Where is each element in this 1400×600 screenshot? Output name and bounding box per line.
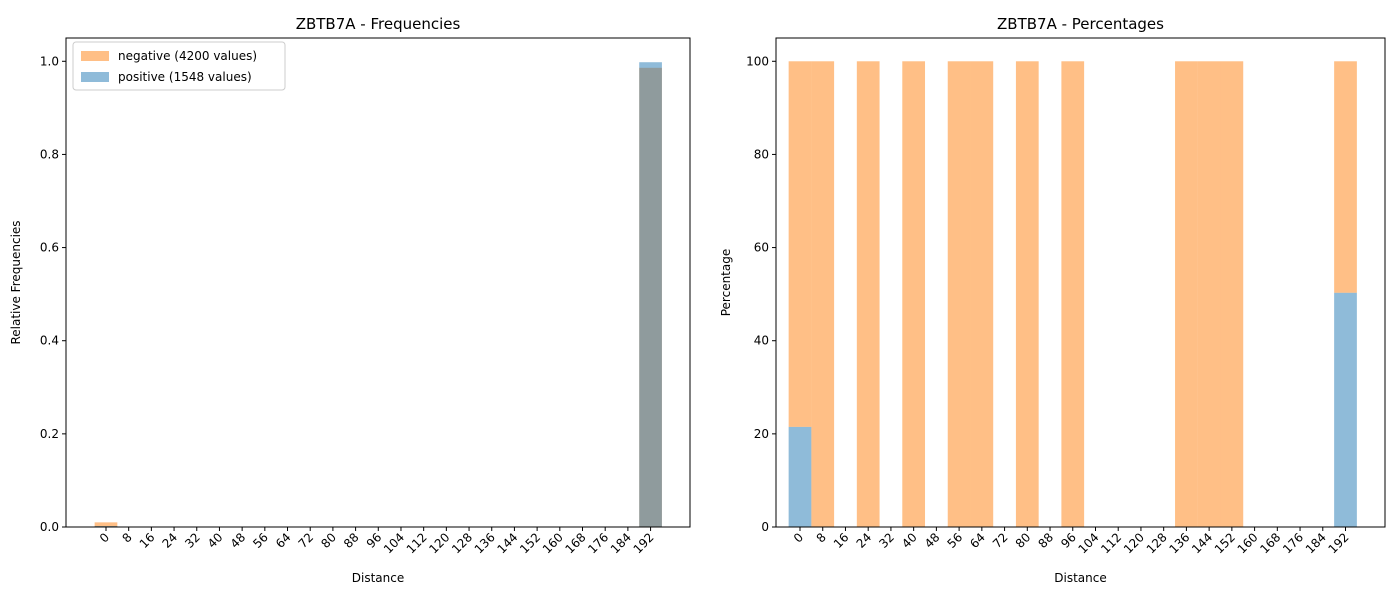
x-tick-label: 72 (990, 530, 1011, 551)
x-tick-label: 32 (182, 530, 203, 551)
x-tick-label: 168 (563, 530, 589, 556)
x-tick-label: 40 (899, 530, 920, 551)
bar (856, 61, 880, 528)
y-tick-label: 0.4 (40, 334, 59, 348)
x-tick-label: 184 (608, 530, 634, 556)
y-tick-label: 1.0 (40, 54, 59, 68)
x-tick-label: 120 (1121, 530, 1147, 556)
x-tick-label: 16 (831, 530, 852, 551)
bar (1197, 61, 1221, 528)
y-tick-label: 0 (761, 520, 769, 534)
axes-frame (775, 37, 1386, 528)
bar (1175, 61, 1198, 528)
x-tick-label: 120 (426, 530, 452, 556)
y-tick-label: 60 (754, 241, 769, 255)
y-tick-label: 80 (754, 147, 769, 161)
plot-area (788, 61, 1357, 528)
bar (788, 61, 812, 427)
x-tick-label: 0 (97, 530, 112, 545)
x-tick-label: 64 (967, 530, 988, 551)
x-tick-label: 48 (228, 530, 249, 551)
x-tick-label: 80 (318, 530, 339, 551)
chart-title: ZBTB7A - Frequencies (296, 15, 461, 33)
bar (1334, 61, 1357, 293)
x-tick-label: 104 (1076, 530, 1102, 556)
x-tick-label: 128 (1144, 530, 1170, 556)
x-tick-label: 64 (273, 530, 294, 551)
x-tick-label: 112 (404, 530, 430, 556)
legend-swatch (81, 51, 109, 61)
x-tick-label: 32 (876, 530, 897, 551)
y-tick-label: 0.0 (40, 520, 59, 534)
legend-label: positive (1548 values) (118, 70, 252, 84)
x-tick-label: 0 (791, 530, 806, 545)
x-tick-label: 24 (159, 530, 180, 551)
bar (1015, 61, 1039, 528)
x-tick-label: 40 (205, 530, 226, 551)
bar (902, 61, 926, 528)
x-tick-label: 192 (1326, 530, 1352, 556)
x-tick-label: 144 (494, 530, 520, 556)
bar (1061, 61, 1085, 528)
axes-frame (65, 37, 691, 528)
bar (970, 61, 994, 528)
y-tick-label: 40 (754, 334, 769, 348)
x-tick-label: 48 (922, 530, 943, 551)
bar (94, 522, 118, 527)
y-tick-label: 100 (746, 54, 769, 68)
x-tick-label: 24 (854, 530, 875, 551)
legend: negative (4200 values) positive (1548 val… (72, 41, 286, 91)
y-tick-label: 0.6 (40, 241, 59, 255)
legend-box (72, 41, 286, 91)
x-tick-label: 128 (449, 530, 475, 556)
x-tick-label: 136 (1166, 530, 1192, 556)
x-tick-label: 144 (1189, 530, 1215, 556)
x-tick-label: 80 (1013, 530, 1034, 551)
x-tick-label: 152 (1212, 530, 1238, 556)
x-tick-label: 168 (1257, 530, 1283, 556)
bar (947, 61, 971, 528)
y-axis-label: Percentage (719, 249, 733, 317)
x-tick-label: 176 (585, 530, 611, 556)
bar (1220, 61, 1244, 528)
x-tick-label: 136 (472, 530, 498, 556)
x-tick-label: 88 (1035, 530, 1056, 551)
x-tick-label: 72 (296, 530, 317, 551)
x-tick-label: 160 (540, 530, 566, 556)
x-tick-label: 184 (1303, 530, 1329, 556)
x-axis-label: Distance (1054, 571, 1106, 585)
x-tick-label: 56 (945, 530, 966, 551)
legend-label: negative (4200 values) (118, 49, 257, 63)
y-tick-label: 0.2 (40, 427, 59, 441)
y-tick-label: 20 (754, 427, 769, 441)
x-tick-label: 16 (137, 530, 158, 551)
x-tick-label: 152 (517, 530, 543, 556)
x-tick-label: 160 (1235, 530, 1261, 556)
x-tick-label: 176 (1280, 530, 1306, 556)
x-tick-label: 56 (250, 530, 271, 551)
x-tick-label: 8 (120, 530, 135, 545)
legend-swatch (81, 72, 109, 82)
bar (811, 61, 835, 528)
bar (1334, 292, 1357, 527)
plot-area (94, 62, 662, 528)
x-tick-label: 112 (1098, 530, 1124, 556)
x-axis-label: Distance (352, 571, 404, 585)
bar (788, 426, 812, 527)
bar (639, 62, 662, 528)
x-tick-label: 8 (814, 530, 829, 545)
x-tick-label: 104 (381, 530, 407, 556)
x-tick-label: 88 (341, 530, 362, 551)
x-tick-label: 192 (631, 530, 657, 556)
y-axis-label: Relative Frequencies (9, 220, 23, 344)
chart-title: ZBTB7A - Percentages (997, 15, 1164, 33)
y-tick-label: 0.8 (40, 147, 59, 161)
